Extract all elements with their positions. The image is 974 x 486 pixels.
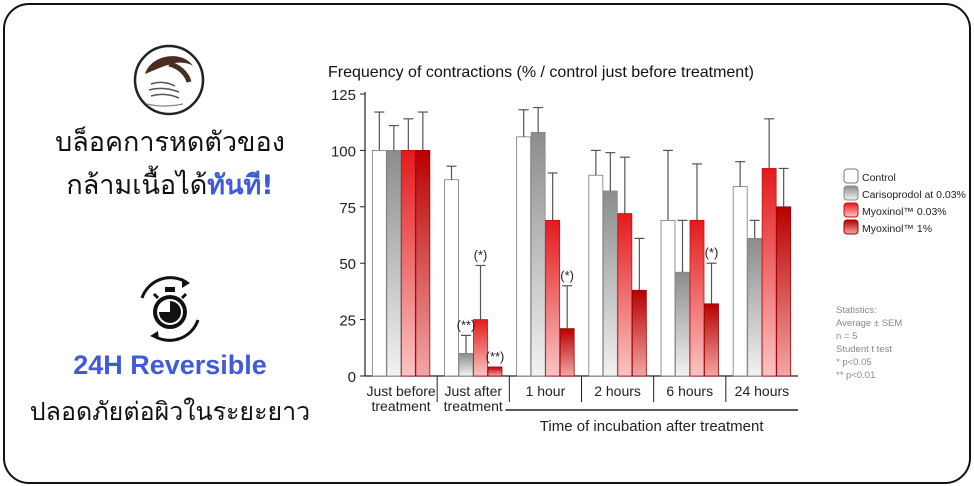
bar-chart: Frequency of contractions (% / control j… [328,64,966,435]
x-tick-label: 6 hours [666,383,713,399]
x-axis-title: Time of incubation after treatment [540,418,765,435]
face-wrinkle-icon [133,44,205,120]
y-tick-label: 50 [339,256,356,273]
legend-swatch-4 [843,219,859,235]
left-panel: บล็อคการหดตัวของ กล้ามเนื้อได้ทันที! 24H… [0,0,340,486]
stopwatch-cycle-icon [132,276,208,346]
bar-2 [386,150,402,377]
bar-2 [747,237,763,377]
bar-4 [415,150,431,377]
bar-3 [473,319,488,377]
bar-3 [689,219,705,377]
legend-swatch-3 [843,202,859,218]
x-tick-label: Just after [444,383,502,399]
bar-2 [458,353,474,377]
x-tick-label: Just before [366,383,435,399]
bar-3 [400,150,416,377]
x-tick-label: treatment [372,398,431,414]
legend-swatch-2 [843,185,859,201]
statistics-note: ** p<0.01 [836,370,875,381]
headline-accent: ทันที! [207,170,274,201]
bar-3 [545,219,561,377]
bar-4 [776,206,792,377]
x-tick-label: 1 hour [526,383,566,399]
bar-1 [516,136,532,377]
statistics-note: Average ± SEM [836,318,902,329]
significance-label: (**) [486,349,505,364]
significance-label: (*) [560,268,574,283]
bar-4 [631,289,647,377]
statistics-note: Student t test [836,344,892,355]
bar-4 [487,366,503,377]
significance-label: (*) [474,247,488,262]
headline-line-1: บล็อคการหดตัวของ [55,127,285,158]
x-tick-label: 2 hours [594,383,641,399]
statistics-note: n = 5 [836,331,857,342]
headline-line-2: กล้ามเนื้อได้ทันที! [0,170,340,202]
x-tick-label: 24 hours [735,383,789,399]
reversible-subtitle: ปลอดภัยต่อผิวในระยะยาว [29,397,311,426]
significance-label: (**) [457,317,476,332]
statistics-note: * p<0.05 [836,357,872,368]
bar-1 [588,174,604,377]
chart-title: Frequency of contractions (% / control j… [328,64,754,81]
y-tick-label: 25 [339,313,356,330]
headline-line-2-prefix: กล้ามเนื้อได้ [66,170,208,201]
bar-1 [732,186,748,377]
legend-swatch-1 [843,168,859,184]
legend-label: Myoxinol™ 0.03% [862,206,947,218]
bar-2 [530,131,546,377]
legend-label: Myoxinol™ 1% [862,223,932,235]
bar-4 [704,303,719,377]
bar-4 [559,328,575,377]
legend-label: Carisoprodol at 0.03% [862,189,966,201]
bar-3 [617,213,633,377]
bar-1 [444,179,459,377]
y-tick-label: 125 [331,87,356,104]
bar-3 [761,168,777,377]
y-tick-label: 0 [348,369,356,386]
x-tick-label: treatment [444,398,503,414]
bar-1 [660,219,676,377]
legend-label: Control [862,172,896,184]
statistics-note: Statistics: [836,305,877,316]
bar-2 [602,190,618,377]
y-tick-label: 100 [331,143,356,160]
bar-1 [371,150,387,377]
bar-2 [675,271,690,377]
significance-label: (*) [705,245,719,260]
reversible-title: 24H Reversible [73,350,267,380]
y-tick-label: 75 [339,200,356,217]
